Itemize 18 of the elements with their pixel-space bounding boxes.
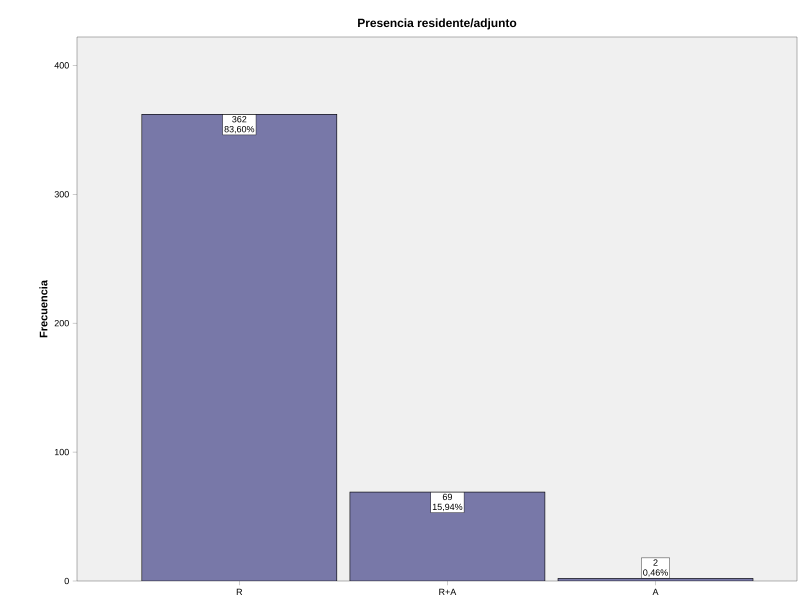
data-label: 69 — [442, 494, 452, 500]
y-axis-title: Frecuencia — [39, 280, 48, 338]
y-tick-label: 100 — [54, 448, 69, 456]
bar — [350, 492, 545, 581]
x-tick-label: R+A — [439, 588, 456, 595]
bar — [142, 114, 337, 581]
chart-title: Presencia residente/adjunto — [358, 18, 516, 30]
data-label: 2 — [653, 559, 658, 566]
y-tick-label: 200 — [54, 320, 69, 326]
y-tick-label: 0 — [64, 578, 69, 584]
annotation: 83,60% — [224, 126, 254, 134]
x-tick-label: R — [236, 588, 242, 595]
annotation: 15,94% — [432, 504, 462, 512]
y-tick-label: 400 — [54, 62, 69, 69]
x-tick-label: A — [652, 588, 658, 595]
y-tick-label: 300 — [54, 191, 69, 198]
data-label: 362 — [232, 116, 246, 122]
annotation: 0,46% — [643, 569, 668, 577]
